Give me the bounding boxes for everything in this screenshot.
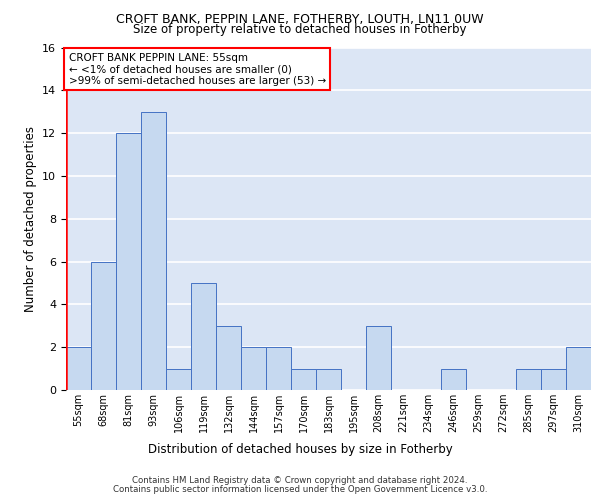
Text: CROFT BANK PEPPIN LANE: 55sqm
← <1% of detached houses are smaller (0)
>99% of s: CROFT BANK PEPPIN LANE: 55sqm ← <1% of d… xyxy=(68,52,326,86)
Text: Contains HM Land Registry data © Crown copyright and database right 2024.: Contains HM Land Registry data © Crown c… xyxy=(132,476,468,485)
Bar xyxy=(191,283,216,390)
Bar xyxy=(441,368,466,390)
Bar xyxy=(516,368,541,390)
Bar xyxy=(366,326,391,390)
Text: Size of property relative to detached houses in Fotherby: Size of property relative to detached ho… xyxy=(133,22,467,36)
Bar xyxy=(141,112,166,390)
Text: Contains public sector information licensed under the Open Government Licence v3: Contains public sector information licen… xyxy=(113,484,487,494)
Text: Distribution of detached houses by size in Fotherby: Distribution of detached houses by size … xyxy=(148,442,452,456)
Bar xyxy=(91,262,116,390)
Bar xyxy=(316,368,341,390)
Bar xyxy=(216,326,241,390)
Y-axis label: Number of detached properties: Number of detached properties xyxy=(23,126,37,312)
Bar xyxy=(116,133,141,390)
Bar xyxy=(266,347,291,390)
Bar xyxy=(241,347,266,390)
Text: CROFT BANK, PEPPIN LANE, FOTHERBY, LOUTH, LN11 0UW: CROFT BANK, PEPPIN LANE, FOTHERBY, LOUTH… xyxy=(116,12,484,26)
Bar xyxy=(66,347,91,390)
Bar xyxy=(291,368,316,390)
Bar xyxy=(541,368,566,390)
Bar xyxy=(566,347,591,390)
Bar xyxy=(166,368,191,390)
